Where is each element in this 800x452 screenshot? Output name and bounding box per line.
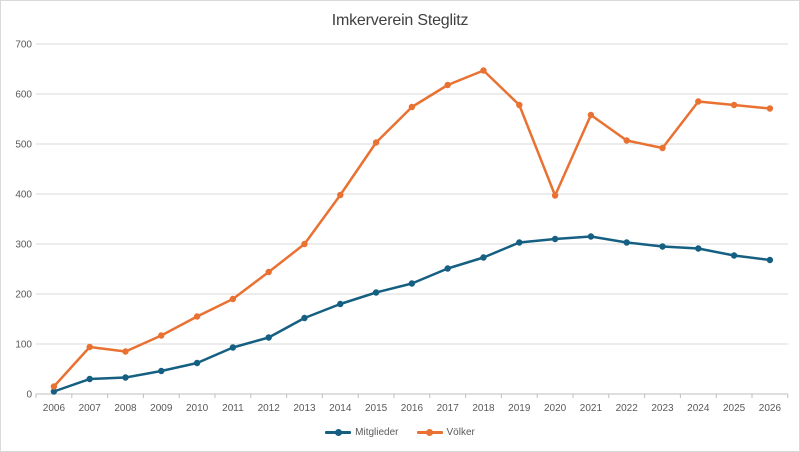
x-tick-label: 2012	[258, 403, 281, 414]
data-point-marker-mitglieder	[408, 280, 416, 287]
data-point-marker-vlker	[122, 348, 129, 355]
data-point-marker-vlker	[659, 144, 666, 152]
x-tick-label: 2020	[544, 403, 567, 414]
y-tick-label: 200	[15, 290, 32, 301]
legend-dot-icon	[426, 429, 433, 436]
data-point-marker-vlker	[623, 137, 630, 144]
y-tick-label: 500	[15, 140, 32, 151]
data-point-marker-mitglieder	[372, 289, 380, 296]
x-tick-label: 2023	[651, 403, 674, 414]
data-point-marker-mitglieder	[480, 254, 487, 261]
data-point-marker-vlker	[86, 343, 93, 351]
y-tick-label: 300	[15, 240, 32, 251]
y-tick-label: 700	[15, 40, 32, 51]
legend: Mitglieder Völker	[1, 427, 799, 438]
x-tick-label: 2015	[365, 403, 388, 414]
legend-label: Mitglieder	[355, 427, 399, 438]
x-tick-label: 2009	[150, 403, 173, 414]
x-tick-label: 2025	[723, 403, 746, 414]
data-point-marker-mitglieder	[122, 374, 129, 381]
data-point-marker-mitglieder	[730, 252, 738, 259]
data-point-marker-mitglieder	[337, 300, 344, 308]
data-point-marker-mitglieder	[444, 265, 451, 272]
legend-item-vlker: Völker	[416, 427, 475, 438]
x-tick-label: 2021	[580, 403, 603, 414]
x-tick-label: 2018	[472, 403, 495, 414]
legend-item-mitglieder: Mitglieder	[325, 427, 399, 438]
data-point-marker-vlker	[516, 101, 523, 109]
data-point-marker-vlker	[158, 332, 165, 339]
data-point-marker-mitglieder	[516, 239, 523, 246]
data-point-marker-mitglieder	[301, 314, 308, 322]
data-point-marker-vlker	[337, 191, 344, 199]
legend-marker-vlker	[416, 429, 443, 436]
data-point-marker-vlker	[372, 139, 380, 146]
data-point-marker-mitglieder	[86, 375, 93, 383]
data-point-marker-mitglieder	[587, 233, 595, 240]
data-point-marker-mitglieder	[551, 235, 559, 243]
data-point-marker-vlker	[444, 81, 451, 89]
data-point-marker-mitglieder	[158, 367, 165, 375]
x-tick-label: 2010	[186, 403, 209, 414]
data-point-marker-vlker	[265, 268, 272, 276]
series-line-vlker	[52, 69, 772, 388]
x-tick-label: 2019	[508, 403, 531, 414]
legend-dot-icon	[334, 429, 342, 436]
data-point-marker-mitglieder	[265, 334, 272, 341]
x-tick-label: 2014	[329, 403, 352, 414]
data-point-marker-vlker	[193, 313, 201, 320]
x-tick-label: 2008	[114, 403, 137, 414]
x-tick-label: 2026	[759, 403, 782, 414]
x-tick-label: 2016	[401, 403, 424, 414]
data-point-marker-mitglieder	[229, 344, 237, 351]
x-tick-label: 2013	[293, 403, 316, 414]
data-point-marker-mitglieder	[766, 256, 774, 264]
data-point-marker-vlker	[695, 98, 702, 105]
chart-title: Imkerverein Steglitz	[331, 12, 469, 29]
data-point-marker-mitglieder	[659, 243, 666, 250]
data-point-marker-vlker	[301, 240, 308, 248]
data-point-marker-vlker	[730, 101, 738, 109]
x-tick-label: 2017	[437, 403, 460, 414]
x-tick-label: 2022	[616, 403, 639, 414]
data-point-marker-vlker	[766, 105, 774, 112]
data-point-marker-vlker	[408, 103, 416, 111]
y-tick-label: 100	[15, 340, 32, 351]
y-tick-label: 600	[15, 90, 32, 101]
legend-label: Völker	[446, 427, 475, 438]
data-point-marker-vlker	[587, 111, 595, 119]
y-tick-label: 400	[15, 190, 32, 201]
data-point-marker-mitglieder	[695, 245, 702, 252]
data-point-marker-mitglieder	[623, 239, 630, 246]
x-tick-label: 2007	[79, 403, 102, 414]
data-point-marker-mitglieder	[193, 359, 201, 367]
data-point-marker-vlker	[480, 67, 487, 74]
x-tick-label: 2024	[687, 403, 710, 414]
x-tick-label: 2006	[43, 403, 66, 414]
data-point-marker-vlker	[50, 383, 58, 390]
data-point-marker-vlker	[551, 192, 559, 199]
data-point-marker-vlker	[229, 295, 237, 303]
data-point-marker-mitglieder	[50, 388, 58, 395]
legend-marker-mitglieder	[325, 429, 352, 436]
x-tick-label: 2011	[222, 403, 244, 414]
y-tick-label: 0	[26, 390, 32, 401]
